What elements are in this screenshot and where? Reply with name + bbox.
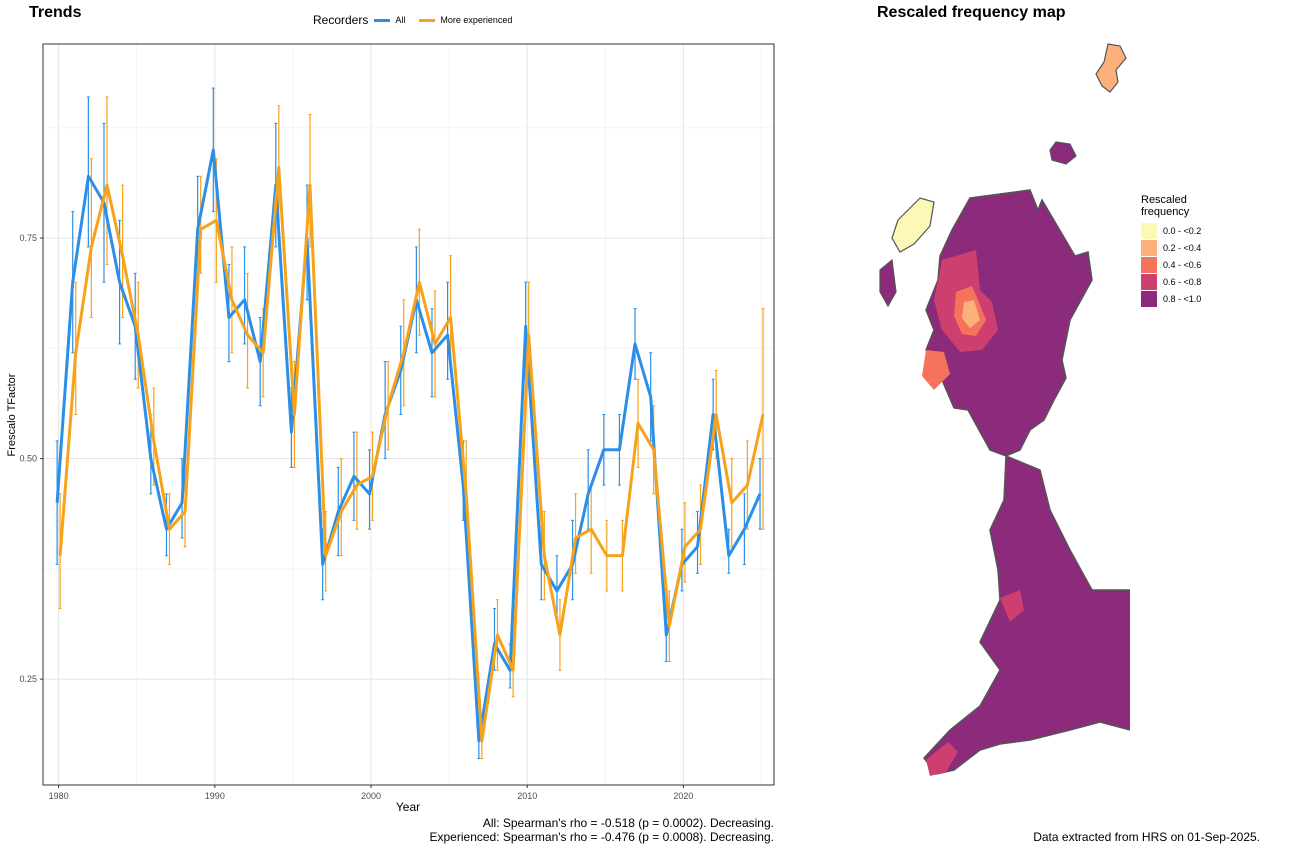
map-orkney — [1049, 141, 1077, 165]
trends-caption: All: Spearman's rho = -0.518 (p = 0.0002… — [430, 816, 775, 844]
y-axis-label: Frescalo TFactor — [6, 373, 18, 456]
chart-legend: Recorders All More experienced — [313, 12, 520, 28]
map-legend-row: 0.6 - <0.8 — [1141, 273, 1201, 290]
map-legend-row: 0.2 - <0.4 — [1141, 239, 1201, 256]
map-wales-spot — [1000, 590, 1024, 622]
frequency-map — [879, 43, 1130, 776]
map-legend-title-2: frequency — [1141, 206, 1190, 218]
map-legend-row: 0.4 - <0.6 — [1141, 256, 1201, 273]
map-legend-row: 0.0 - <0.2 — [1141, 222, 1201, 239]
map-legend: Rescaled frequency 0.0 - <0.2 0.2 - <0.4 0… — [1141, 194, 1201, 307]
map-highlands-peak — [962, 300, 980, 328]
caption-all: All: Spearman's rho = -0.518 (p = 0.0002… — [482, 816, 774, 830]
map-england-wales — [923, 454, 1130, 775]
series-line-experienced — [58, 166, 765, 743]
x-tick-label: 1980 — [49, 791, 69, 801]
map-legend-label: 0.8 - <1.0 — [1163, 293, 1202, 304]
y-tick-label: 0.75 — [19, 233, 37, 243]
legend-title: Recorders — [313, 13, 369, 27]
map-legend-swatch — [1141, 239, 1157, 256]
x-tick-label: 2010 — [517, 791, 537, 801]
map-hebrides-south — [879, 258, 897, 308]
map-legend-swatch — [1141, 256, 1157, 273]
x-axis-label: Year — [396, 800, 420, 814]
map-legend-swatch — [1141, 290, 1157, 307]
map-legend-swatch — [1141, 222, 1157, 239]
map-title: Rescaled frequency map — [877, 4, 1066, 21]
legend-swatch-experienced — [419, 18, 436, 22]
map-legend-label: 0.0 - <0.2 — [1163, 225, 1202, 236]
trends-chart: 1980 1990 2000 2010 2020 0.25 0.50 0.75 Year Fr… — [6, 43, 775, 814]
trends-title: Trends — [29, 4, 82, 21]
map-legend-label: 0.6 - <0.8 — [1163, 276, 1202, 287]
x-tick-label: 2020 — [673, 791, 693, 801]
chart-series — [55, 87, 765, 760]
map-legend-rows: 0.0 - <0.2 0.2 - <0.4 0.4 - <0.6 0.6 - <0.8… — [1141, 222, 1201, 307]
y-tick-label: 0.50 — [19, 454, 37, 464]
map-legend-label: 0.4 - <0.6 — [1163, 259, 1202, 270]
legend-item-experienced: More experienced — [419, 15, 512, 25]
map-legend-title-1: Rescaled — [1141, 194, 1187, 206]
x-tick-label: 1990 — [205, 791, 225, 801]
legend-label-all: All — [395, 15, 406, 25]
axis-ticks: 1980 1990 2000 2010 2020 0.25 0.50 0.75 — [19, 233, 693, 801]
map-legend-label: 0.2 - <0.4 — [1163, 242, 1202, 253]
y-tick-label: 0.25 — [19, 674, 37, 684]
legend-swatch-all — [374, 18, 391, 22]
caption-experienced: Experienced: Spearman's rho = -0.476 (p … — [429, 830, 775, 844]
plot-panel-border — [42, 43, 775, 786]
map-west-coast — [922, 350, 950, 390]
map-shetland — [1095, 43, 1127, 93]
map-legend-row: 0.8 - <1.0 — [1141, 290, 1201, 307]
chart-grid — [43, 44, 774, 785]
x-tick-label: 2000 — [361, 791, 381, 801]
map-source: Data extracted from HRS on 01-Sep-2025. — [1033, 830, 1260, 844]
map-cornwall — [926, 742, 958, 776]
map-legend-swatch — [1141, 273, 1157, 290]
map-outer-hebrides — [891, 197, 935, 253]
legend-label-experienced: More experienced — [440, 15, 513, 25]
legend-item-all: All — [374, 15, 405, 25]
